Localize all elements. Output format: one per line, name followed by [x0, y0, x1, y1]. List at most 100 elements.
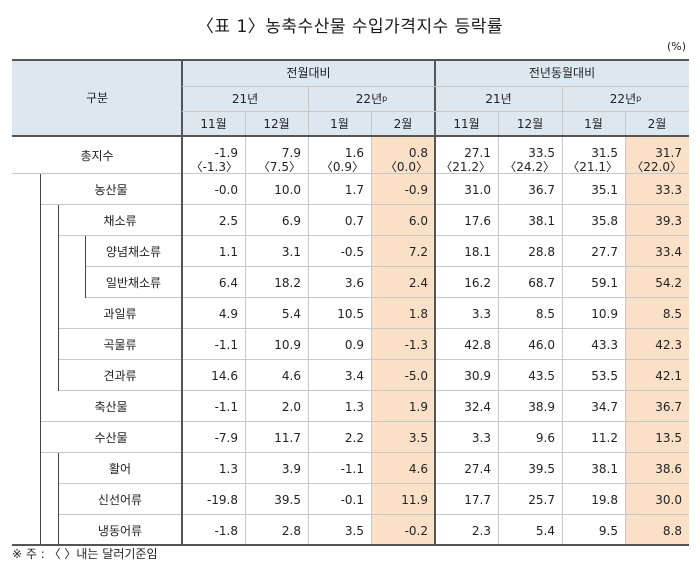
value-dollar-basis: 〈21.1〉: [567, 160, 618, 174]
row-divider: [85, 297, 689, 298]
value-cell: 2.0: [281, 399, 301, 414]
value-main: 33.5: [528, 146, 555, 160]
header-group-yoy: 전년동월대비: [435, 59, 689, 86]
value-cell: 1.8: [371, 298, 435, 329]
value-cell: 6.4: [218, 275, 238, 290]
header-year21-yoy: 21년: [435, 86, 562, 111]
value-cell: 4.6: [281, 368, 301, 383]
header-divider: [182, 111, 689, 112]
value-cell: 38.1: [591, 461, 618, 476]
value-cell: 36.7: [625, 391, 689, 422]
header-year21-mom: 21년: [182, 86, 308, 111]
value-dollar-basis: 〈21.2〉: [440, 160, 491, 174]
unit-label: (%): [666, 40, 686, 53]
value-cell: 6.0: [371, 205, 435, 236]
value-main: 31.5: [591, 146, 618, 160]
column-divider: [434, 59, 436, 546]
value-cell: 17.7: [464, 492, 491, 507]
value-cell: 6.9: [281, 213, 301, 228]
header-year22-yoy-text: 22년: [609, 92, 637, 106]
table-rule: [12, 135, 689, 137]
value-cell: 42.8: [464, 337, 491, 352]
value-main: -1.9: [214, 146, 238, 160]
value-cell: 33.3: [625, 174, 689, 205]
value-dollar-basis: 〈0.9〉: [320, 160, 364, 174]
value-cell: 39.3: [625, 205, 689, 236]
header-category: 구분: [12, 59, 182, 136]
value-cell: 7.9 〈7.5〉: [245, 136, 308, 174]
value-cell: 3.4: [344, 368, 364, 383]
value-cell: 2.3: [471, 523, 491, 538]
row-divider: [85, 266, 689, 267]
value-cell: 2.2: [344, 430, 364, 445]
value-cell: 3.9: [281, 461, 301, 476]
header-month-8: 2월: [625, 111, 689, 136]
value-cell: 3.6: [344, 275, 364, 290]
header-year22-yoy-sup: p: [636, 94, 642, 103]
value-cell: 38.1: [528, 213, 555, 228]
table-rule: [12, 544, 689, 546]
value-cell: 30.9: [464, 368, 491, 383]
row-divider: [40, 204, 689, 205]
value-cell: -19.8: [206, 492, 238, 507]
hierarchy-guide: [58, 298, 59, 391]
row-label-live-fish: 활어: [108, 462, 132, 476]
value-cell: 27.7: [591, 244, 618, 259]
hierarchy-guide: [85, 236, 86, 298]
value-cell: -1.3: [371, 329, 435, 360]
row-label-fishery: 수산물: [94, 431, 128, 445]
value-cell: 1.9: [371, 391, 435, 422]
value-cell: 54.2: [625, 267, 689, 298]
value-cell: 38.6: [625, 453, 689, 484]
value-cell: 9.5: [598, 523, 618, 538]
column-divider: [625, 111, 626, 546]
value-cell: 35.8: [591, 213, 618, 228]
header-month-3: 1월: [308, 111, 371, 136]
row-divider: [58, 390, 689, 391]
value-cell: -0.1: [340, 492, 364, 507]
value-cell: 10.0: [274, 182, 301, 197]
value-dollar-basis: 〈0.0〉: [384, 160, 428, 174]
row-label-fresh-fish: 신선어류: [97, 493, 143, 507]
value-main: 0.8: [408, 146, 428, 160]
row-label-total: 총지수: [80, 148, 114, 163]
value-cell: 3.3: [471, 430, 491, 445]
row-label-frozen-fish: 냉동어류: [97, 524, 143, 538]
value-cell: 8.8: [625, 515, 689, 546]
row-divider: [12, 173, 689, 174]
value-cell: 18.1: [464, 244, 491, 259]
row-label-livestock: 축산물: [94, 400, 128, 414]
table-title: 〈표 1〉농축수산물 수입가격지수 등락률: [196, 17, 504, 37]
header-group-mom: 전월대비: [182, 59, 435, 86]
value-cell: 9.6: [535, 430, 555, 445]
value-cell: 32.4: [464, 399, 491, 414]
value-cell: 43.5: [528, 368, 555, 383]
value-cell: 27.4: [464, 461, 491, 476]
value-cell: 5.4: [281, 306, 301, 321]
value-cell: 2.4: [371, 267, 435, 298]
value-cell: 31.0: [464, 182, 491, 197]
value-cell: 1.7: [344, 182, 364, 197]
value-cell: -5.0: [371, 360, 435, 391]
value-cell: 10.9: [274, 337, 301, 352]
header-month-4: 2월: [371, 111, 435, 136]
value-cell: 10.9: [591, 306, 618, 321]
value-cell: 4.6: [371, 453, 435, 484]
header-year22-mom-sup: p: [382, 94, 388, 103]
row-label-nuts: 견과류: [103, 369, 137, 383]
value-cell: 3.1: [281, 244, 301, 259]
value-cell: 42.1: [625, 360, 689, 391]
value-cell: 35.1: [591, 182, 618, 197]
value-cell: 10.5: [337, 306, 364, 321]
value-cell: 11.9: [371, 484, 435, 515]
value-cell: 0.7: [344, 213, 364, 228]
value-cell: 2.8: [281, 523, 301, 538]
value-cell: -1.9 〈-1.3〉: [182, 136, 245, 174]
value-cell: -7.9: [214, 430, 238, 445]
value-cell: 0.9: [344, 337, 364, 352]
row-label-vegetables: 채소류: [103, 214, 137, 228]
value-cell: 43.3: [591, 337, 618, 352]
footnote: ※ 주 : 〈 〉내는 달러기준임: [12, 547, 158, 561]
value-cell: 3.5: [344, 523, 364, 538]
value-cell: -1.1: [214, 337, 238, 352]
